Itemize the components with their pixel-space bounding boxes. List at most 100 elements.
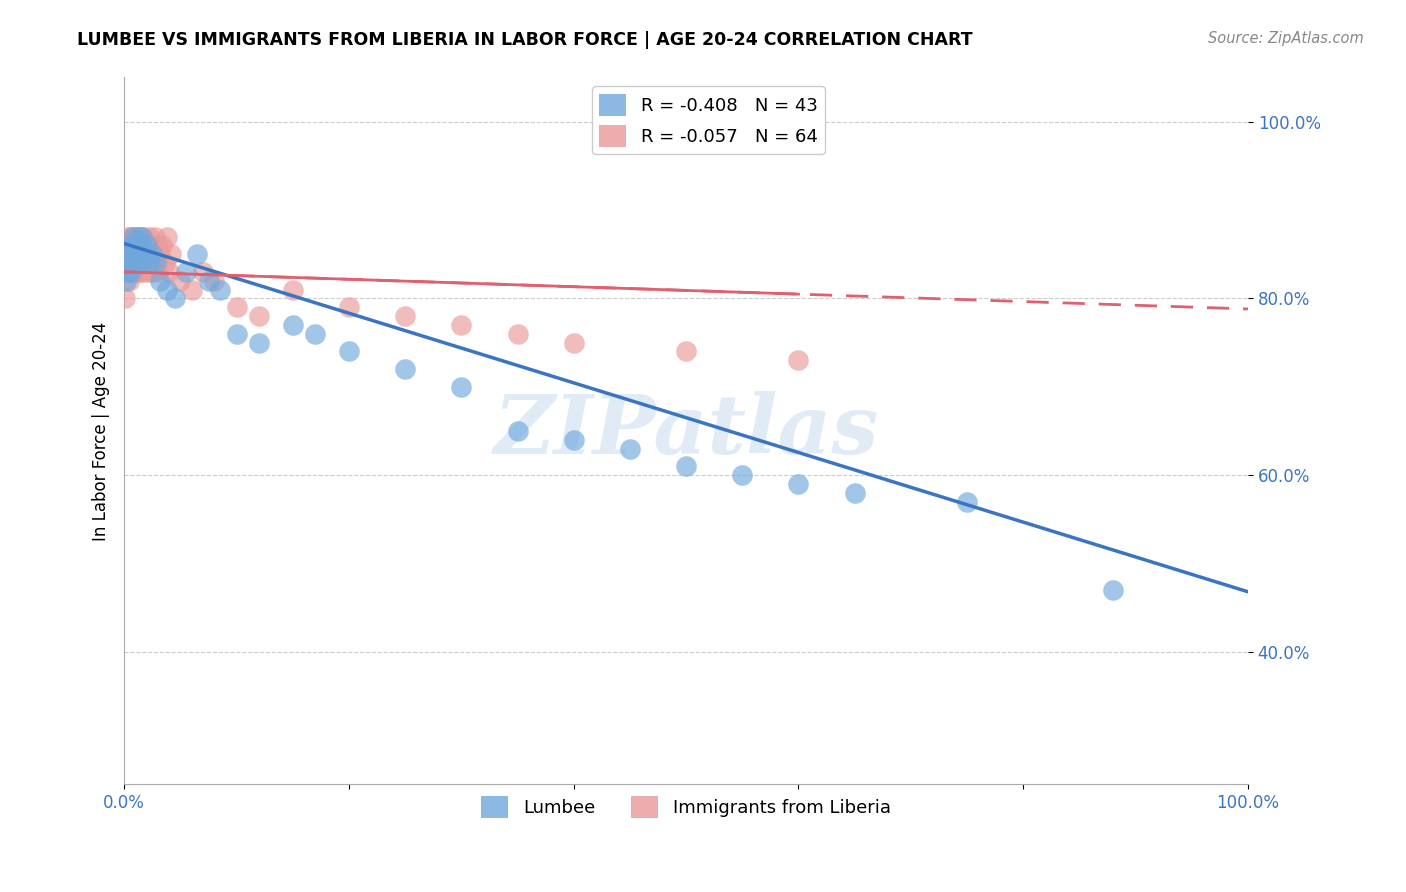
Point bbox=[120, 265, 142, 279]
Point bbox=[142, 247, 165, 261]
Point bbox=[675, 459, 697, 474]
Text: LUMBEE VS IMMIGRANTS FROM LIBERIA IN LABOR FORCE | AGE 20-24 CORRELATION CHART: LUMBEE VS IMMIGRANTS FROM LIBERIA IN LAB… bbox=[77, 31, 973, 49]
Point bbox=[450, 380, 472, 394]
Point bbox=[149, 247, 172, 261]
Text: ZIPatlas: ZIPatlas bbox=[494, 391, 879, 471]
Point bbox=[120, 265, 142, 279]
Point bbox=[131, 265, 153, 279]
Point bbox=[281, 318, 304, 332]
Point bbox=[118, 256, 141, 270]
Point bbox=[139, 256, 162, 270]
Point bbox=[844, 485, 866, 500]
Point bbox=[120, 238, 142, 252]
Point bbox=[247, 309, 270, 323]
Point bbox=[146, 265, 169, 279]
Point bbox=[124, 247, 146, 261]
Point bbox=[141, 238, 163, 252]
Point bbox=[160, 247, 183, 261]
Point bbox=[124, 229, 146, 244]
Point bbox=[129, 256, 152, 270]
Point bbox=[337, 300, 360, 314]
Point bbox=[787, 477, 810, 491]
Point bbox=[136, 247, 159, 261]
Point bbox=[128, 229, 150, 244]
Point bbox=[129, 247, 152, 261]
Point bbox=[134, 238, 156, 252]
Point bbox=[675, 344, 697, 359]
Point bbox=[174, 265, 197, 279]
Point bbox=[153, 256, 176, 270]
Point bbox=[124, 265, 146, 279]
Point bbox=[247, 335, 270, 350]
Point bbox=[122, 238, 145, 252]
Point bbox=[124, 256, 146, 270]
Point bbox=[157, 265, 180, 279]
Point bbox=[124, 247, 146, 261]
Point bbox=[135, 256, 157, 270]
Point bbox=[619, 442, 641, 456]
Point bbox=[186, 247, 208, 261]
Point bbox=[145, 256, 167, 270]
Point bbox=[132, 243, 155, 257]
Point bbox=[135, 238, 157, 252]
Point bbox=[191, 265, 214, 279]
Point bbox=[117, 229, 139, 244]
Point bbox=[118, 274, 141, 288]
Point bbox=[129, 256, 152, 270]
Point bbox=[141, 247, 163, 261]
Point bbox=[197, 274, 219, 288]
Point bbox=[121, 229, 143, 244]
Point bbox=[450, 318, 472, 332]
Legend: Lumbee, Immigrants from Liberia: Lumbee, Immigrants from Liberia bbox=[474, 789, 898, 825]
Point bbox=[118, 229, 141, 244]
Point bbox=[131, 229, 153, 244]
Point bbox=[118, 247, 141, 261]
Point bbox=[337, 344, 360, 359]
Point bbox=[121, 247, 143, 261]
Point bbox=[1102, 582, 1125, 597]
Point bbox=[145, 256, 167, 270]
Point bbox=[125, 247, 148, 261]
Point bbox=[125, 229, 148, 244]
Point bbox=[127, 238, 149, 252]
Point bbox=[394, 362, 416, 376]
Point bbox=[131, 247, 153, 261]
Point bbox=[122, 229, 145, 244]
Point bbox=[562, 433, 585, 447]
Point bbox=[281, 283, 304, 297]
Point bbox=[787, 353, 810, 368]
Point bbox=[121, 238, 143, 252]
Point bbox=[128, 247, 150, 261]
Point bbox=[731, 468, 754, 483]
Point bbox=[506, 326, 529, 341]
Point bbox=[127, 256, 149, 270]
Point bbox=[118, 238, 141, 252]
Point bbox=[394, 309, 416, 323]
Point bbox=[125, 238, 148, 252]
Point bbox=[225, 326, 247, 341]
Point bbox=[117, 265, 139, 279]
Text: Source: ZipAtlas.com: Source: ZipAtlas.com bbox=[1208, 31, 1364, 46]
Point bbox=[138, 229, 160, 244]
Point bbox=[156, 229, 179, 244]
Point bbox=[135, 265, 157, 279]
Point bbox=[156, 283, 179, 297]
Point bbox=[225, 300, 247, 314]
Point bbox=[149, 274, 172, 288]
Point bbox=[118, 256, 141, 270]
Point bbox=[124, 265, 146, 279]
Point bbox=[129, 229, 152, 244]
Point bbox=[132, 229, 155, 244]
Point bbox=[141, 265, 163, 279]
Point bbox=[143, 229, 166, 244]
Point bbox=[114, 292, 136, 306]
Point bbox=[304, 326, 326, 341]
Point bbox=[506, 424, 529, 438]
Point bbox=[117, 247, 139, 261]
Point bbox=[129, 238, 152, 252]
Point bbox=[208, 283, 231, 297]
Point bbox=[202, 274, 225, 288]
Point bbox=[115, 274, 138, 288]
Point bbox=[115, 265, 138, 279]
Point bbox=[129, 238, 152, 252]
